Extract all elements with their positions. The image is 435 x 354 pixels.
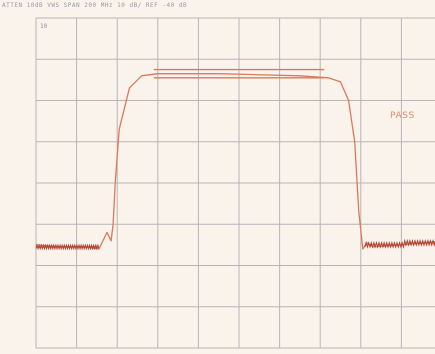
- trace-line: [36, 73, 435, 250]
- trace-group: [35, 68, 435, 251]
- stopband-noise-right: [364, 238, 435, 250]
- stopband-noise-left: [35, 243, 100, 251]
- pass-annotation: PASS: [390, 111, 415, 121]
- corner-scale-label: 10: [40, 23, 48, 30]
- graticule-grid: [35, 17, 435, 349]
- analyzer-settings-header: ATTEN 10dB VWS SPAN 200 MHz 10 dB/ REF -…: [2, 2, 188, 9]
